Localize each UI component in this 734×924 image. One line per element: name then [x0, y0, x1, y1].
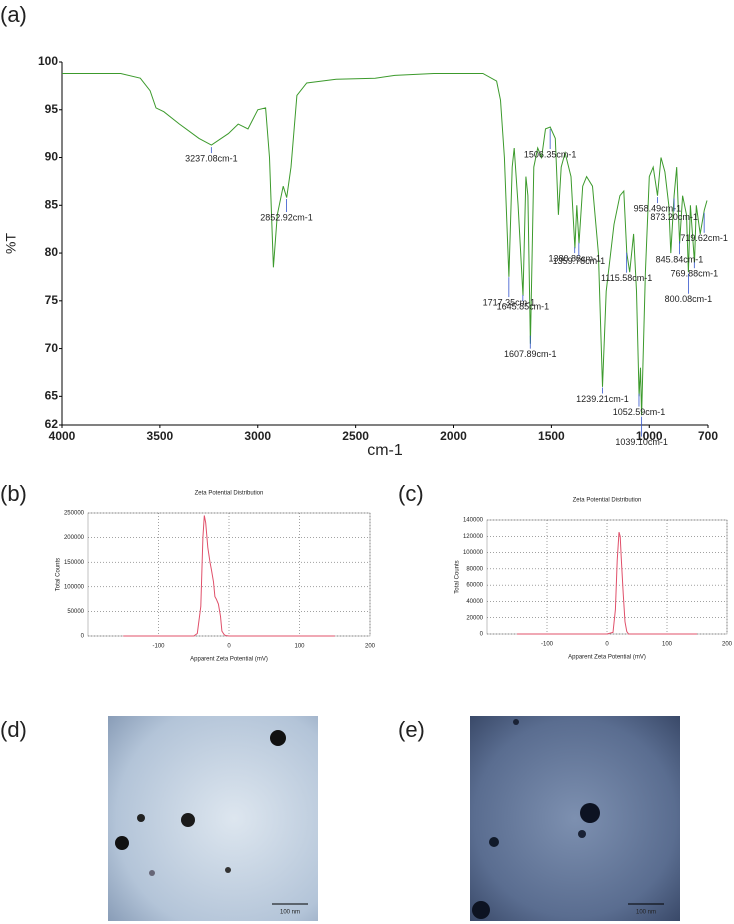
y-tick-label: 50000 — [67, 609, 84, 615]
y-tick-label: 0 — [480, 632, 484, 638]
y-axis-label: %T — [3, 233, 19, 254]
y-axis-label: Total Counts — [56, 558, 62, 591]
annotation-label: 769.88cm-1 — [671, 269, 719, 279]
annotation-label: 1052.59cm-1 — [613, 407, 666, 417]
scale-bar-label: 100 nm — [280, 910, 300, 916]
y-tick-label: 140000 — [463, 518, 484, 524]
chart-title: Zeta Potential Distribution — [573, 498, 642, 504]
x-tick-label: -100 — [152, 644, 165, 650]
x-tick-label: 3500 — [147, 429, 174, 443]
annotation-label: 2852.92cm-1 — [260, 212, 313, 222]
y-tick-label: 100000 — [64, 584, 85, 590]
x-tick-label: -100 — [541, 642, 554, 648]
y-tick-label: 70 — [45, 341, 59, 355]
panel-label: (d) — [0, 717, 27, 742]
x-tick-label: 0 — [605, 642, 609, 648]
y-tick-label: 0 — [81, 634, 85, 640]
annotation-label: 719.62cm-1 — [680, 233, 728, 243]
y-tick-label: 62 — [45, 417, 59, 431]
annotation-label: 3237.08cm-1 — [185, 153, 238, 163]
y-tick-label: 40000 — [466, 599, 483, 605]
x-tick-label: 2000 — [440, 429, 467, 443]
annotation-label: 800.08cm-1 — [665, 294, 713, 304]
y-tick-label: 100000 — [463, 550, 484, 556]
x-tick-label: 1000 — [636, 429, 663, 443]
y-tick-label: 250000 — [64, 511, 85, 517]
x-tick-label: 100 — [662, 642, 673, 648]
annotation-label: 1506.35cm-1 — [524, 149, 577, 159]
spectrum-line — [62, 73, 708, 416]
x-tick-label: 3000 — [244, 429, 271, 443]
y-tick-label: 20000 — [466, 615, 483, 621]
x-tick-label: 2500 — [342, 429, 369, 443]
y-tick-label: 200000 — [64, 535, 85, 541]
spectrum-line — [123, 515, 335, 637]
annotation-label: 1239.21cm-1 — [576, 394, 629, 404]
x-tick-label: 0 — [227, 644, 231, 650]
y-tick-label: 80 — [45, 245, 59, 259]
x-tick-label: 200 — [722, 642, 733, 648]
x-axis-label: Apparent Zeta Potential (mV) — [568, 655, 646, 661]
annotation-label: 873.20cm-1 — [650, 212, 698, 222]
annotation-label: 845.84cm-1 — [656, 255, 704, 265]
panel-label: (c) — [398, 481, 424, 506]
x-tick-label: 200 — [365, 644, 376, 650]
x-tick-label: 1500 — [538, 429, 565, 443]
annotation-label: 1359.78cm-1 — [553, 256, 606, 266]
annotation-label: 1115.58cm-1 — [601, 273, 652, 283]
y-axis-label: Total Counts — [455, 560, 461, 593]
y-tick-label: 85 — [45, 197, 59, 211]
panel-label: (e) — [398, 717, 425, 742]
spectrum-line — [517, 532, 697, 635]
y-tick-label: 60000 — [466, 583, 483, 589]
y-tick-label: 120000 — [463, 534, 484, 540]
chart-title: Zeta Potential Distribution — [195, 491, 264, 497]
y-tick-label: 80000 — [466, 566, 483, 572]
x-tick-label: 100 — [294, 644, 305, 650]
y-tick-label: 100 — [38, 54, 58, 68]
panel-label: (b) — [0, 481, 27, 506]
scale-bar-label: 100 nm — [636, 910, 656, 916]
x-tick-label: 700 — [698, 429, 718, 443]
x-tick-label: 4000 — [49, 429, 76, 443]
annotation-label: 1645.85cm-1 — [497, 301, 550, 311]
annotation-label: 958.49cm-1 — [634, 203, 682, 213]
y-tick-label: 90 — [45, 150, 59, 164]
y-tick-label: 65 — [45, 389, 59, 403]
annotation-label: 1607.89cm-1 — [504, 349, 557, 359]
annotation-label: 1039.10cm-1 — [615, 437, 668, 447]
annotation-label: 1380.88cm-1 — [548, 253, 601, 263]
annotation-label: 1717.35cm-1 — [483, 297, 536, 307]
panel-label: (a) — [0, 2, 27, 27]
y-tick-label: 150000 — [64, 560, 85, 566]
y-tick-label: 75 — [45, 293, 59, 307]
x-axis-label: Apparent Zeta Potential (mV) — [190, 657, 268, 663]
y-tick-label: 95 — [45, 102, 59, 116]
tem-image-e: 100 nm — [470, 716, 680, 921]
tem-image-d: 100 nm — [108, 716, 318, 921]
x-axis-label: cm-1 — [367, 442, 403, 459]
